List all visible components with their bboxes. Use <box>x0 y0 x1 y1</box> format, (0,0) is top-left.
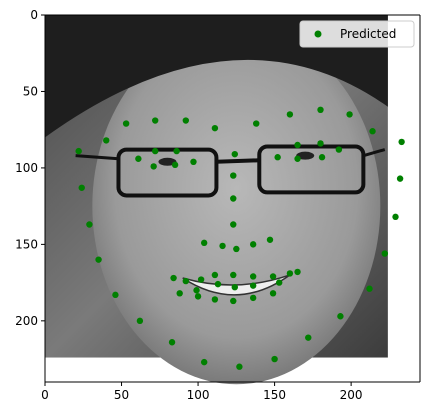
scatter-points <box>75 106 405 370</box>
data-point <box>214 280 222 288</box>
eye-left <box>158 157 177 166</box>
data-point <box>152 117 159 124</box>
data-point <box>318 154 326 161</box>
data-point <box>231 150 238 158</box>
legend-box <box>299 20 415 48</box>
data-point <box>230 172 237 179</box>
glasses-arm-right <box>362 148 386 158</box>
data-point <box>103 137 110 144</box>
data-point <box>230 271 237 279</box>
legend-marker <box>314 30 322 38</box>
data-point <box>269 290 277 297</box>
data-point <box>190 158 197 165</box>
glasses-arm-left <box>75 154 119 161</box>
data-point <box>200 239 208 247</box>
data-point <box>211 296 219 303</box>
data-point <box>231 283 238 291</box>
data-point <box>286 270 294 277</box>
data-point <box>317 140 324 147</box>
x-tick-label: 0 <box>41 388 49 402</box>
data-point <box>271 355 278 363</box>
glasses-right-lens <box>257 144 366 195</box>
data-point <box>200 358 208 366</box>
data-point <box>135 155 142 162</box>
data-point <box>335 146 343 153</box>
y-tick-label: 0 <box>30 8 38 22</box>
y-tick-label: 100 <box>15 161 38 175</box>
face-shape <box>92 28 381 385</box>
glasses-bridge <box>216 158 260 164</box>
x-tick-label: 100 <box>187 388 210 402</box>
data-point <box>193 287 200 294</box>
data-point <box>396 175 404 182</box>
data-point <box>305 334 312 341</box>
data-point <box>182 277 190 285</box>
data-point <box>381 250 388 257</box>
data-point <box>249 273 257 280</box>
data-point <box>95 256 102 263</box>
data-point <box>369 128 376 135</box>
data-point <box>249 282 257 289</box>
data-point <box>75 147 82 155</box>
data-point <box>392 213 399 221</box>
y-tick-label: 150 <box>15 237 38 251</box>
data-point <box>346 111 353 118</box>
data-point <box>253 120 260 127</box>
data-point <box>274 154 281 161</box>
face-photo <box>45 15 388 385</box>
data-point <box>398 138 405 146</box>
x-tick-label: 200 <box>340 388 363 402</box>
data-point <box>173 147 180 155</box>
data-point <box>249 241 257 248</box>
data-point <box>230 297 237 305</box>
x-tick-label: 50 <box>114 388 129 402</box>
y-tick-label: 200 <box>15 314 38 328</box>
data-point <box>286 111 294 118</box>
data-point <box>176 290 183 297</box>
data-point <box>230 195 237 202</box>
axes: 0 50 100 150 200 0 50 100 150 200 <box>15 8 421 402</box>
data-point <box>122 120 130 127</box>
glasses-left-lens <box>116 147 219 198</box>
data-point <box>170 274 177 282</box>
x-tick-label: 150 <box>263 388 286 402</box>
data-point <box>275 279 283 286</box>
data-point <box>152 147 159 155</box>
data-point <box>269 273 277 280</box>
data-point <box>337 313 344 320</box>
data-point <box>294 141 301 149</box>
data-point <box>197 276 205 283</box>
data-point <box>86 221 93 228</box>
data-point <box>168 339 176 346</box>
data-point <box>219 242 226 250</box>
data-point <box>194 293 202 300</box>
data-point <box>233 245 240 253</box>
data-point <box>236 363 243 370</box>
data-point <box>294 155 301 162</box>
data-point <box>171 161 179 169</box>
data-point <box>211 124 219 132</box>
data-point <box>136 317 144 325</box>
data-point <box>294 268 301 276</box>
data-point <box>182 117 190 124</box>
y-tick-label: 50 <box>23 84 38 98</box>
data-point <box>78 184 85 191</box>
legend: Predicted <box>299 20 415 48</box>
eye-right <box>296 151 315 160</box>
data-point <box>317 106 324 114</box>
data-point <box>230 221 237 228</box>
data-point <box>266 236 274 243</box>
data-point <box>249 294 257 302</box>
data-point <box>112 291 119 299</box>
data-point <box>366 285 373 292</box>
data-point <box>211 271 219 279</box>
data-point <box>150 163 157 170</box>
legend-label: Predicted <box>340 27 396 41</box>
